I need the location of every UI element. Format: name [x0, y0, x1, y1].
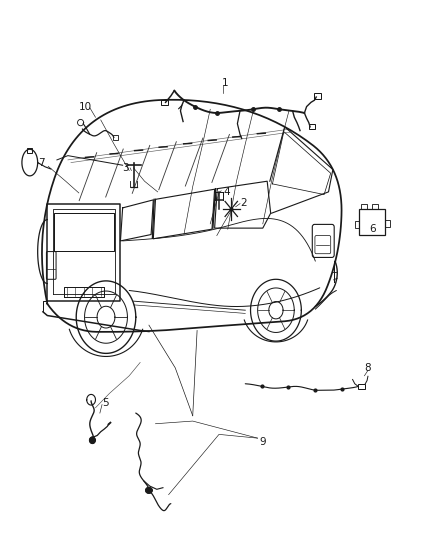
FancyBboxPatch shape	[46, 252, 56, 279]
Text: 8: 8	[364, 363, 371, 373]
Bar	[385, 220, 390, 227]
Text: 4: 4	[223, 187, 230, 197]
Bar	[27, 148, 32, 153]
Text: 10: 10	[79, 102, 92, 111]
Bar	[358, 384, 365, 389]
Polygon shape	[146, 488, 152, 493]
FancyBboxPatch shape	[359, 209, 385, 235]
Text: 9: 9	[259, 438, 266, 447]
Text: 1: 1	[222, 78, 229, 87]
Text: 2: 2	[240, 198, 247, 207]
Bar	[161, 100, 168, 105]
FancyBboxPatch shape	[315, 236, 331, 254]
Text: 7: 7	[38, 158, 45, 167]
Bar	[309, 124, 315, 129]
Text: 6: 6	[369, 224, 376, 234]
Bar	[361, 204, 367, 209]
Text: 3: 3	[123, 163, 129, 173]
Bar	[314, 93, 321, 99]
Text: 5: 5	[102, 398, 109, 408]
Bar	[355, 221, 359, 228]
Bar	[113, 135, 118, 140]
Bar	[372, 204, 378, 209]
Polygon shape	[90, 437, 95, 443]
FancyBboxPatch shape	[312, 224, 334, 257]
